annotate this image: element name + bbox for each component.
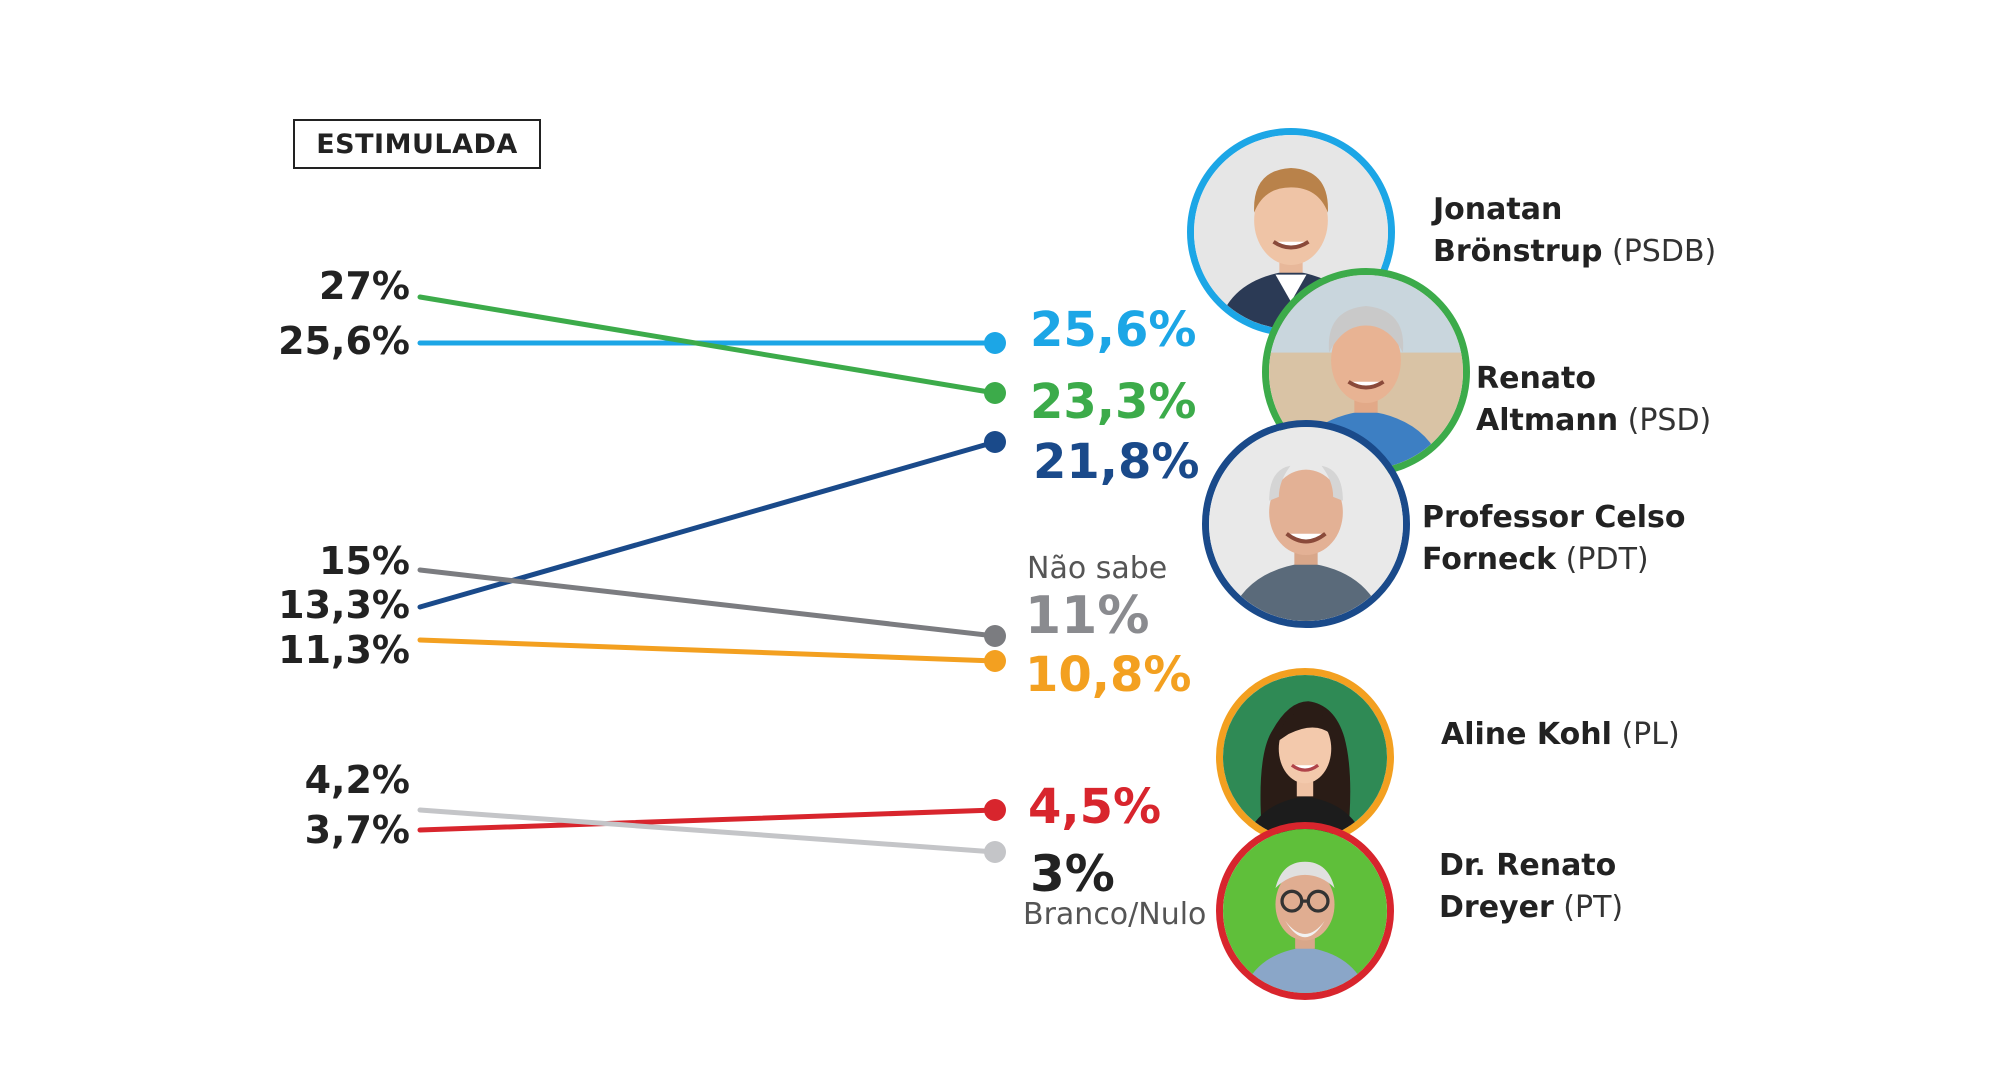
end-value-label: 10,8% xyxy=(1025,647,1192,703)
candidate-name: Altmann xyxy=(1476,403,1619,438)
candidate-label-aline-kohl: Aline Kohl (PL) xyxy=(1441,714,1680,756)
candidate-name: Professor Celso xyxy=(1422,500,1686,535)
candidate-party: (PSDB) xyxy=(1612,234,1717,269)
candidate-label-celso-forneck: Professor Celso Forneck (PDT) xyxy=(1422,497,1685,581)
end-value-label: 23,3% xyxy=(1030,374,1197,430)
series-line-nao_sabe xyxy=(417,567,998,639)
portrait-celso-forneck xyxy=(1209,427,1403,621)
avatar-renato-dreyer xyxy=(1216,822,1394,1000)
end-value-label: 3% xyxy=(1030,845,1115,903)
series-dot-nao_sabe xyxy=(984,625,1006,647)
series-dot-dreyer xyxy=(984,799,1006,821)
end-value-label: 11% xyxy=(1025,586,1149,646)
candidate-name: Renato xyxy=(1476,361,1596,396)
series-line-dreyer xyxy=(417,807,998,833)
start-value-label: 27% xyxy=(319,264,410,308)
candidate-name: Brönstrup xyxy=(1433,234,1603,269)
candidate-label-jonatan: Jonatan Brönstrup (PSDB) xyxy=(1433,189,1716,273)
series-dot-celso xyxy=(984,431,1006,453)
candidate-label-renato-altmann: Renato Altmann (PSD) xyxy=(1476,358,1711,442)
start-value-label: 3,7% xyxy=(305,808,410,852)
start-value-label: 4,2% xyxy=(305,758,410,802)
portrait-aline-kohl xyxy=(1223,675,1387,839)
series-dot-branco xyxy=(984,841,1006,863)
candidate-party: (PL) xyxy=(1621,717,1680,752)
series-line-aline xyxy=(417,637,998,664)
start-value-label: 15% xyxy=(319,539,410,583)
candidate-name: Forneck xyxy=(1422,542,1557,577)
candidate-label-renato-dreyer: Dr. Renato Dreyer (PT) xyxy=(1439,845,1623,929)
candidate-name: Dr. Renato xyxy=(1439,848,1617,883)
avatar-celso-forneck xyxy=(1202,420,1410,628)
survey-type-badge: ESTIMULADA xyxy=(293,119,541,169)
start-value-label: 13,3% xyxy=(278,583,410,627)
start-value-label: 25,6% xyxy=(278,319,410,363)
series-dot-jonatan xyxy=(984,332,1006,354)
end-value-label: 21,8% xyxy=(1033,434,1200,490)
series-dot-aline xyxy=(984,650,1006,672)
candidate-name: Jonatan xyxy=(1433,192,1563,227)
series-name-branco-nulo: Branco/Nulo xyxy=(1023,897,1206,932)
candidate-party: (PSD) xyxy=(1627,403,1712,438)
candidate-party: (PT) xyxy=(1563,890,1624,925)
series-line-branco xyxy=(417,807,998,855)
candidate-name: Aline Kohl xyxy=(1441,717,1612,752)
series-name-nao-sabe: Não sabe xyxy=(1027,551,1167,586)
end-value-label: 4,5% xyxy=(1028,779,1161,835)
start-value-label: 11,3% xyxy=(278,628,410,672)
series-dot-renato_a xyxy=(984,382,1006,404)
avatar-aline-kohl xyxy=(1216,668,1394,846)
series-line-renato_a xyxy=(417,294,998,396)
end-value-label: 25,6% xyxy=(1030,302,1197,358)
portrait-renato-dreyer xyxy=(1223,829,1387,993)
candidate-party: (PDT) xyxy=(1565,542,1649,577)
candidate-name: Dreyer xyxy=(1439,890,1554,925)
